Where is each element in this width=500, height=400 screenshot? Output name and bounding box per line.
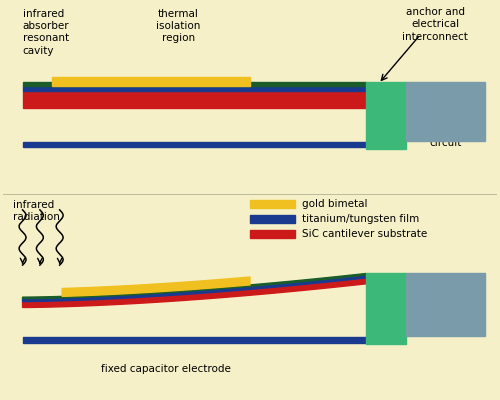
Text: titanium/tungsten film: titanium/tungsten film: [302, 214, 419, 224]
Bar: [406, 82, 485, 141]
Polygon shape: [22, 275, 366, 302]
Bar: [22, 82, 366, 86]
Bar: [22, 86, 366, 91]
Text: gold bimetal: gold bimetal: [302, 199, 368, 209]
Text: SiC cantilever substrate: SiC cantilever substrate: [302, 229, 427, 239]
Bar: [22, 142, 366, 147]
Bar: [366, 82, 406, 149]
Text: anchor and
electrical
interconnect: anchor and electrical interconnect: [402, 7, 468, 42]
Text: infrared
radiation: infrared radiation: [12, 200, 60, 222]
Bar: [250, 200, 294, 208]
Text: thermal
isolation
region: thermal isolation region: [156, 9, 200, 44]
Bar: [52, 76, 250, 86]
Polygon shape: [62, 277, 250, 296]
Bar: [250, 215, 294, 223]
Bar: [22, 91, 366, 108]
Polygon shape: [22, 278, 366, 308]
Bar: [250, 230, 294, 238]
Bar: [406, 273, 485, 336]
Bar: [366, 273, 406, 344]
Text: capacitance
measuring
circuit: capacitance measuring circuit: [414, 113, 477, 148]
Bar: [22, 338, 366, 342]
Text: infrared
absorber
resonant
cavity: infrared absorber resonant cavity: [22, 9, 69, 56]
Text: fixed capacitor electrode: fixed capacitor electrode: [101, 364, 231, 374]
Polygon shape: [22, 274, 366, 299]
